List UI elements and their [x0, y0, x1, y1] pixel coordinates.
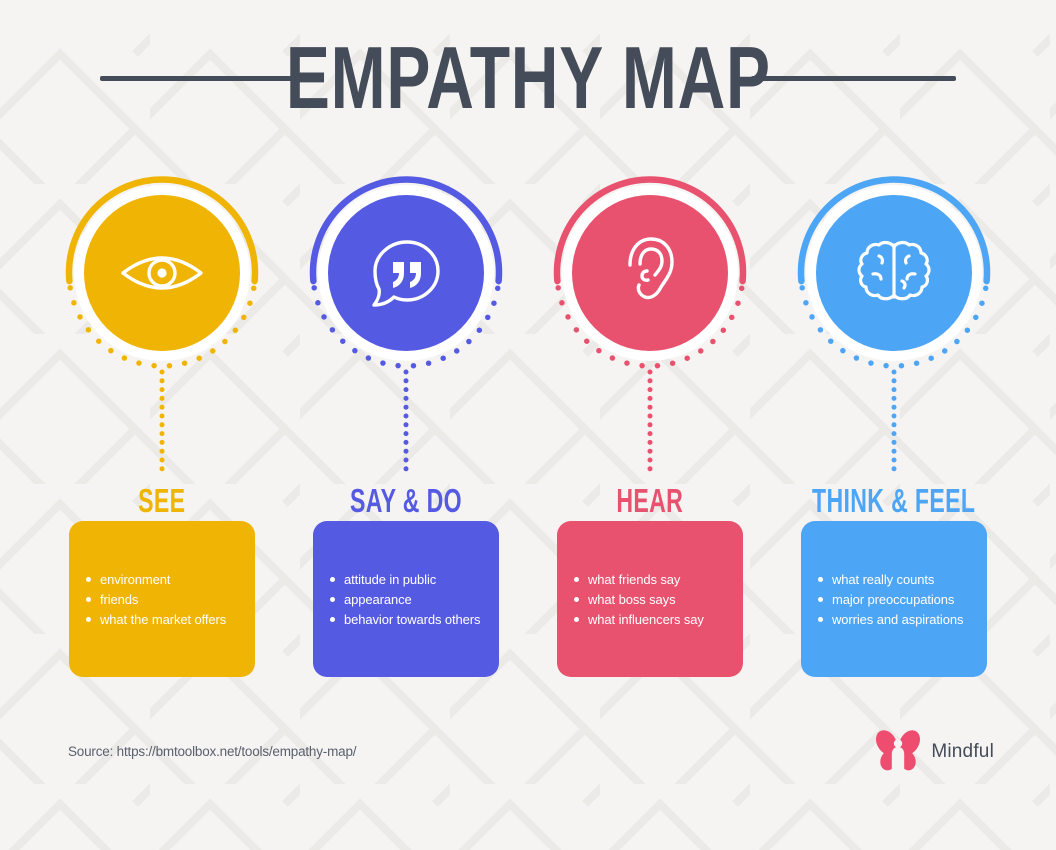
say-do-circle	[309, 176, 503, 369]
card-list: attitude in public appearance behavior tow…	[330, 566, 489, 633]
card-item: attitude in public	[330, 573, 489, 586]
card-item: what boss says	[574, 593, 733, 606]
card-item: major preoccupations	[818, 593, 977, 606]
card-item: appearance	[330, 593, 489, 606]
columns: SEE environment friends what the market of…	[40, 176, 1016, 677]
column-see: SEE environment friends what the market of…	[40, 176, 284, 677]
header: EMPATHY MAP	[0, 34, 1056, 122]
column-heading: SEE	[138, 482, 186, 519]
source-text: Source: https://bmtoolbox.net/tools/empa…	[68, 744, 357, 759]
title-wrap: EMPATHY MAP	[286, 34, 770, 122]
brand-name: Mindful	[931, 740, 994, 762]
column-heading: SAY & DO	[350, 482, 462, 519]
hear-card: what friends say what boss says what influ…	[557, 521, 743, 677]
column-heading: HEAR	[616, 482, 684, 519]
column-hear: HEAR what friends say what boss says what …	[528, 176, 772, 677]
eye-icon	[121, 256, 203, 290]
brain-icon	[857, 240, 931, 301]
page-title: EMPATHY MAP	[285, 28, 771, 127]
dotted-connector	[159, 369, 165, 479]
column-say-do: SAY & DO attitude in public appearance beh…	[284, 176, 528, 677]
title-rule-right	[751, 75, 956, 81]
title-rule-left	[100, 75, 305, 81]
brand-logo: Mindful	[874, 729, 994, 774]
card-list: what friends say what boss says what influ…	[574, 566, 733, 633]
empathy-map-infographic: EMPATHY MAP SEE environm	[0, 34, 1056, 850]
see-card: environment friends what the market offers	[69, 521, 255, 677]
see-circle	[65, 176, 259, 369]
dotted-connector	[647, 369, 653, 479]
card-item: friends	[86, 593, 245, 606]
card-item: what the market offers	[86, 613, 245, 626]
think-feel-card: what really counts major preoccupations wo…	[801, 521, 987, 677]
butterfly-icon	[876, 730, 921, 771]
say-do-card: attitude in public appearance behavior tow…	[313, 521, 499, 677]
ear-icon	[628, 237, 674, 300]
card-item: what influencers say	[574, 613, 733, 626]
speech-bubble-icon	[372, 240, 440, 307]
footer: Source: https://bmtoolbox.net/tools/empa…	[0, 729, 1056, 774]
dotted-connector	[403, 369, 409, 479]
card-item: what really counts	[818, 573, 977, 586]
card-list: what really counts major preoccupations wo…	[818, 566, 977, 633]
card-item: worries and aspirations	[818, 613, 977, 626]
card-item: what friends say	[574, 573, 733, 586]
think-feel-circle	[797, 176, 991, 369]
hear-circle	[553, 176, 747, 369]
card-item: environment	[86, 573, 245, 586]
column-think-feel: THINK & FEEL what really counts major pre…	[772, 176, 1016, 677]
card-item: behavior towards others	[330, 613, 489, 626]
card-list: environment friends what the market offers	[86, 566, 245, 633]
chevron-background	[0, 34, 1056, 850]
column-heading: THINK & FEEL	[812, 482, 976, 519]
dotted-connector	[891, 369, 897, 479]
